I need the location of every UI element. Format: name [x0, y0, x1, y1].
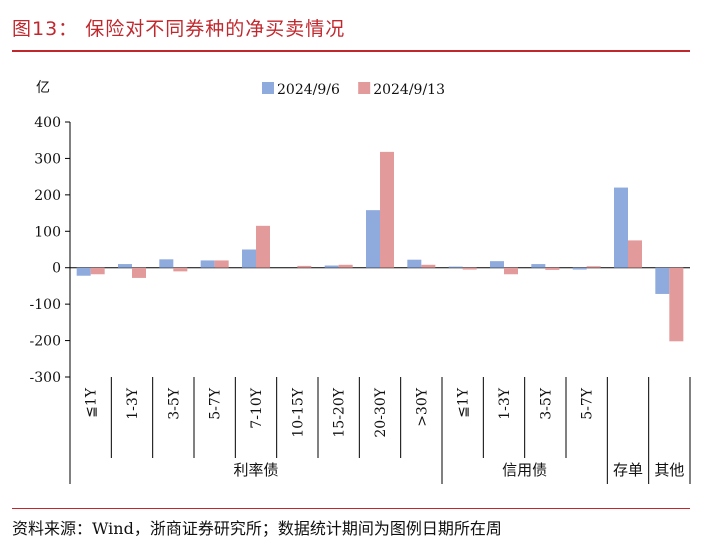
category-label: ≦1Y [84, 387, 100, 418]
bar [407, 259, 422, 268]
bar [118, 264, 132, 268]
category-label: 1-3Y [125, 387, 141, 420]
category-label: ≦1Y [456, 387, 472, 418]
bar [655, 267, 670, 294]
bar [159, 259, 174, 268]
bar [586, 266, 601, 268]
category-label: 3-5Y [538, 387, 554, 420]
bar [297, 265, 312, 268]
group-label: 利率债 [233, 461, 278, 479]
legend-label: 2024/9/13 [373, 82, 445, 98]
category-label: 10-15Y [290, 387, 306, 437]
group-label: 信用债 [502, 461, 547, 479]
bar [76, 267, 91, 276]
bar [421, 264, 436, 268]
category-label: 7-10Y [249, 387, 265, 428]
y-tick-label: -100 [30, 297, 61, 313]
bar [448, 266, 463, 268]
y-tick-label: 0 [52, 261, 61, 277]
bar [173, 267, 188, 272]
bar [200, 260, 215, 268]
group-label: 存单 [613, 461, 643, 479]
category-label: 20-30Y [373, 387, 389, 437]
group-label: 其他 [654, 461, 684, 479]
bar [462, 267, 477, 270]
category-label: 5-7Y [580, 387, 596, 420]
bar [338, 264, 353, 268]
bar [572, 267, 587, 270]
bar [531, 264, 546, 268]
y-tick-label: 200 [34, 188, 61, 204]
y-tick-label: -200 [30, 334, 61, 350]
y-tick-label: -300 [30, 370, 61, 386]
bar [214, 260, 229, 268]
source-note: 资料来源：Wind，浙商证券研究所；数据统计期间为图例日期所在周 [12, 519, 502, 538]
source-divider [12, 508, 690, 509]
legend-label: 2024/9/6 [277, 82, 340, 98]
category-label: >30Y [414, 387, 430, 427]
y-tick-label: 400 [34, 115, 61, 131]
bar [90, 267, 105, 275]
bar [366, 210, 380, 268]
title-divider [12, 50, 690, 52]
bar [490, 261, 504, 268]
bar [380, 151, 394, 268]
y-tick-label: 300 [34, 151, 61, 167]
category-label: 5-7Y [208, 387, 224, 420]
legend-swatch [262, 82, 274, 94]
bar [324, 265, 339, 268]
legend-swatch [358, 82, 371, 94]
bar [614, 187, 628, 268]
y-tick-label: 100 [34, 224, 61, 240]
bar [242, 249, 256, 268]
figure-title: 图13： 保险对不同券种的净买卖情况 [12, 18, 346, 40]
bar [669, 267, 684, 342]
bar [504, 267, 518, 275]
y-unit-label: 亿 [36, 80, 50, 96]
category-label: 3-5Y [166, 387, 182, 420]
category-label: 1-3Y [497, 387, 513, 420]
bar [132, 267, 146, 278]
category-label: 15-20Y [332, 387, 348, 437]
bar [545, 267, 560, 270]
bar [628, 240, 642, 268]
bar [256, 225, 270, 268]
